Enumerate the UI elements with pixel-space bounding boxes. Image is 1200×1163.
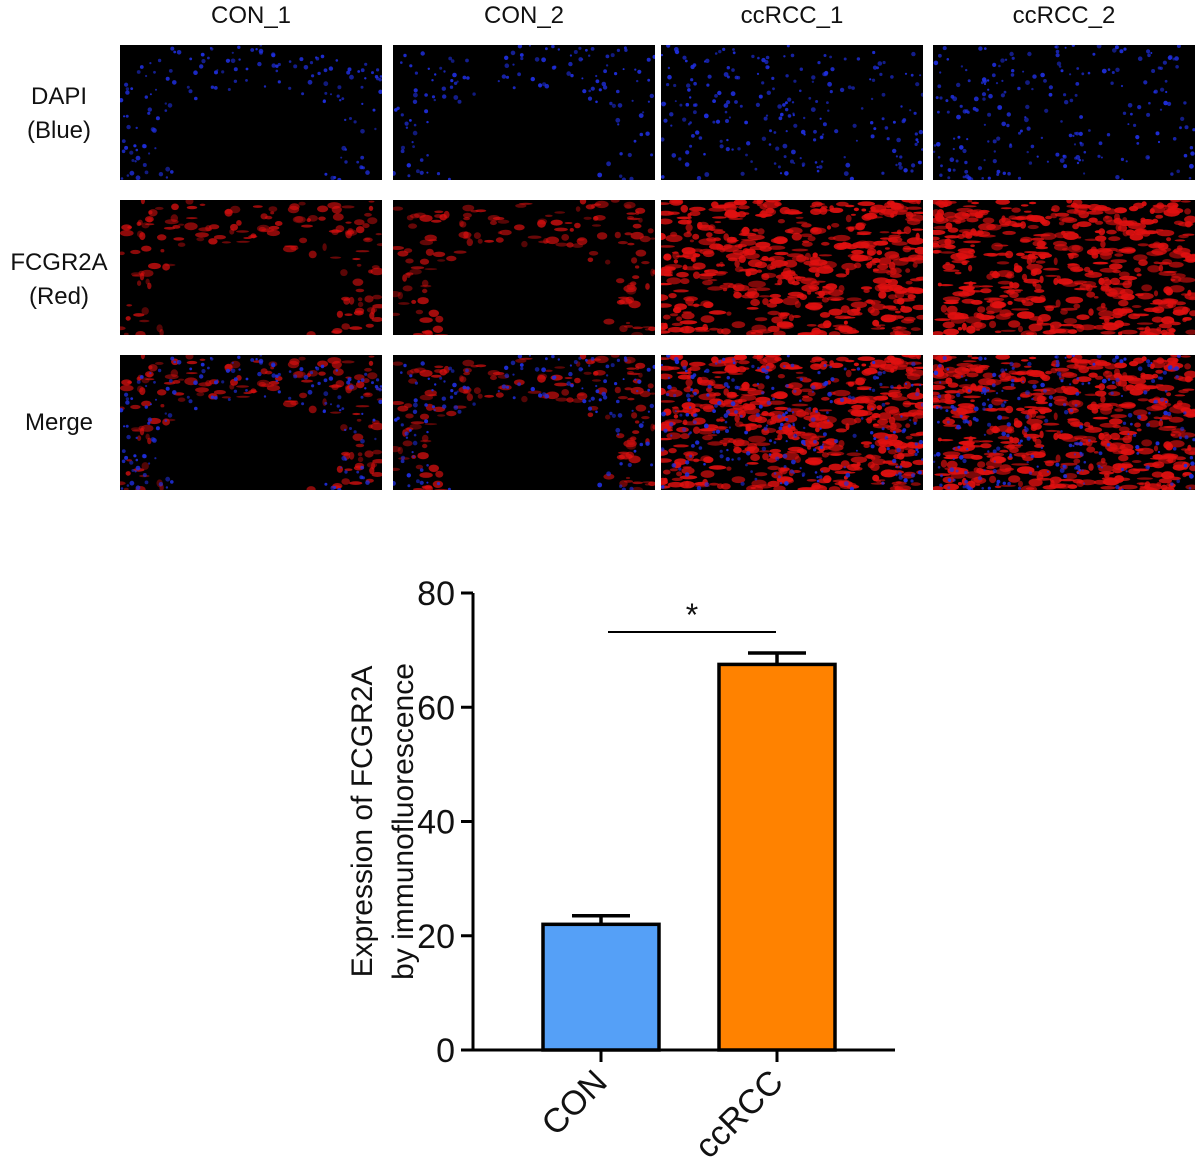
bar-con bbox=[541, 922, 661, 1052]
micrograph-merge-con-1 bbox=[120, 355, 382, 490]
row-label-merge-line1: Merge bbox=[24, 409, 94, 436]
y-tick-label: 0 bbox=[436, 1032, 455, 1070]
micrograph-merge-ccrcc-2 bbox=[933, 355, 1195, 490]
micrograph-merge-con-2 bbox=[393, 355, 655, 490]
y-axis-label-line1: Expression of FCGR2A bbox=[346, 666, 379, 978]
row-label-fcgr2a-line2: (Red) bbox=[28, 283, 89, 310]
micrograph-merge-ccrcc-1 bbox=[661, 355, 923, 490]
micrograph-red-con-2 bbox=[393, 200, 655, 335]
y-tick-label: 40 bbox=[417, 804, 455, 842]
significance-marker: * bbox=[686, 597, 698, 633]
bar-ccrcc bbox=[717, 662, 837, 1052]
micrograph-blue-con-2 bbox=[393, 45, 655, 180]
y-tick-label: 80 bbox=[417, 575, 455, 613]
column-label-con-1: CON_1 bbox=[210, 2, 292, 29]
y-axis-label-line2: by immunofluorescence bbox=[387, 663, 420, 980]
micrograph-blue-con-1 bbox=[120, 45, 382, 180]
row-label-dapi-line2: (Blue) bbox=[26, 117, 92, 144]
column-label-ccrcc-1: ccRCC_1 bbox=[740, 2, 844, 29]
row-label-dapi: DAPI (Blue) bbox=[0, 80, 118, 148]
x-tick-label-ccrcc: ccRCC bbox=[688, 1063, 791, 1163]
column-label-ccrcc-2: ccRCC_2 bbox=[1012, 2, 1116, 29]
row-label-fcgr2a: FCGR2A (Red) bbox=[0, 246, 118, 314]
micrograph-red-ccrcc-1 bbox=[661, 200, 923, 335]
micrograph-red-ccrcc-2 bbox=[933, 200, 1195, 335]
column-label-con-2: CON_2 bbox=[483, 2, 565, 29]
row-label-merge: Merge bbox=[0, 406, 118, 440]
y-tick-label: 60 bbox=[417, 689, 455, 727]
row-label-dapi-line1: DAPI bbox=[30, 83, 87, 110]
micrograph-blue-ccrcc-1 bbox=[661, 45, 923, 180]
y-tick-label: 20 bbox=[417, 918, 455, 956]
x-tick-label-con: CON bbox=[534, 1063, 614, 1143]
micrograph-red-con-1 bbox=[120, 200, 382, 335]
micrograph-blue-ccrcc-2 bbox=[933, 45, 1195, 180]
row-label-fcgr2a-line1: FCGR2A bbox=[10, 249, 108, 276]
